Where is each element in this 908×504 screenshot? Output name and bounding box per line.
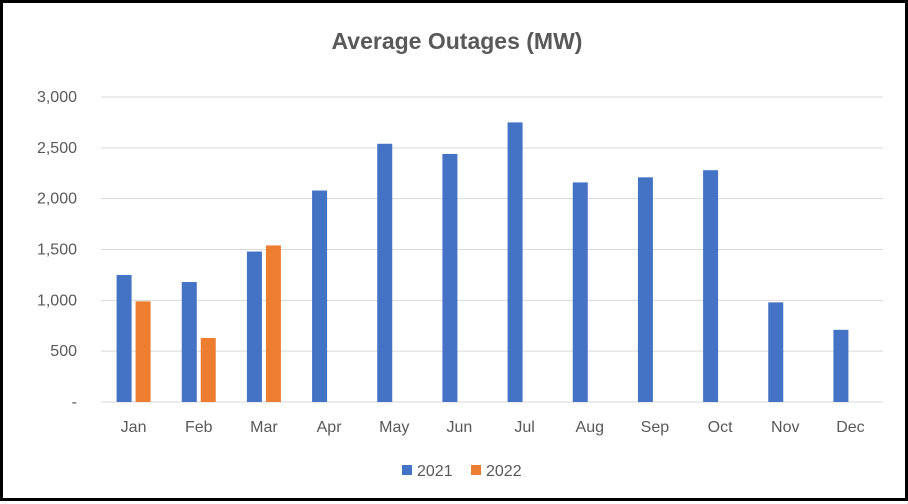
bar-2021-may [377, 143, 393, 402]
legend: 2021 2022 [402, 463, 522, 480]
legend-swatch-2021 [402, 465, 412, 475]
x-tick-label: Jan [121, 419, 147, 436]
bar-2021-oct [703, 170, 719, 402]
bar-2021-jul [507, 122, 523, 403]
gridlines [101, 96, 883, 403]
bar-2021-jan [116, 274, 132, 402]
x-tick-label: Feb [185, 419, 213, 436]
bar-2021-apr [312, 190, 328, 402]
bar-2021-jun [442, 153, 458, 402]
legend-swatch-2022 [471, 465, 481, 475]
legend-label-2022: 2022 [486, 463, 522, 480]
bar-2021-dec [833, 329, 849, 402]
y-tick-label: 3,000 [37, 89, 77, 106]
bar-2021-sep [637, 177, 653, 402]
bar-chart: Average Outages (MW) - 500 1,000 1,500 2,000… [37, 28, 883, 480]
y-tick-label: 1,500 [37, 242, 77, 259]
x-tick-label: Mar [250, 419, 278, 436]
x-tick-label: May [379, 419, 409, 436]
y-tick-label: 2,000 [37, 191, 77, 208]
x-tick-label: Dec [836, 419, 864, 436]
y-tick-label: - [72, 394, 77, 411]
bar-2022-feb [200, 337, 216, 402]
x-tick-label: Jun [447, 419, 473, 436]
x-tick-label: Oct [708, 419, 733, 436]
x-tick-label: Apr [317, 419, 343, 436]
x-axis-tick-labels: Jan Feb Mar Apr May Jun Jul Aug Sep Oct Nov Dec [121, 419, 865, 436]
bar-2022-jan [135, 301, 151, 402]
bar-2021-mar [246, 251, 262, 402]
y-tick-label: 1,000 [37, 292, 77, 309]
bar-2022-mar [265, 245, 281, 402]
x-tick-label: Nov [771, 419, 799, 436]
chart-title: Average Outages (MW) [332, 28, 583, 54]
bar-2021-feb [181, 282, 197, 402]
y-tick-label: 500 [50, 343, 77, 360]
y-tick-label: 2,500 [37, 140, 77, 157]
bar-2021-aug [572, 182, 588, 402]
x-tick-label: Sep [641, 419, 670, 436]
x-tick-label: Aug [576, 419, 604, 436]
bar-2021-nov [768, 302, 784, 402]
legend-label-2021: 2021 [417, 463, 453, 480]
x-tick-label: Jul [514, 419, 534, 436]
y-axis-tick-labels: - 500 1,000 1,500 2,000 2,500 3,000 [37, 89, 77, 411]
bars [116, 122, 849, 403]
